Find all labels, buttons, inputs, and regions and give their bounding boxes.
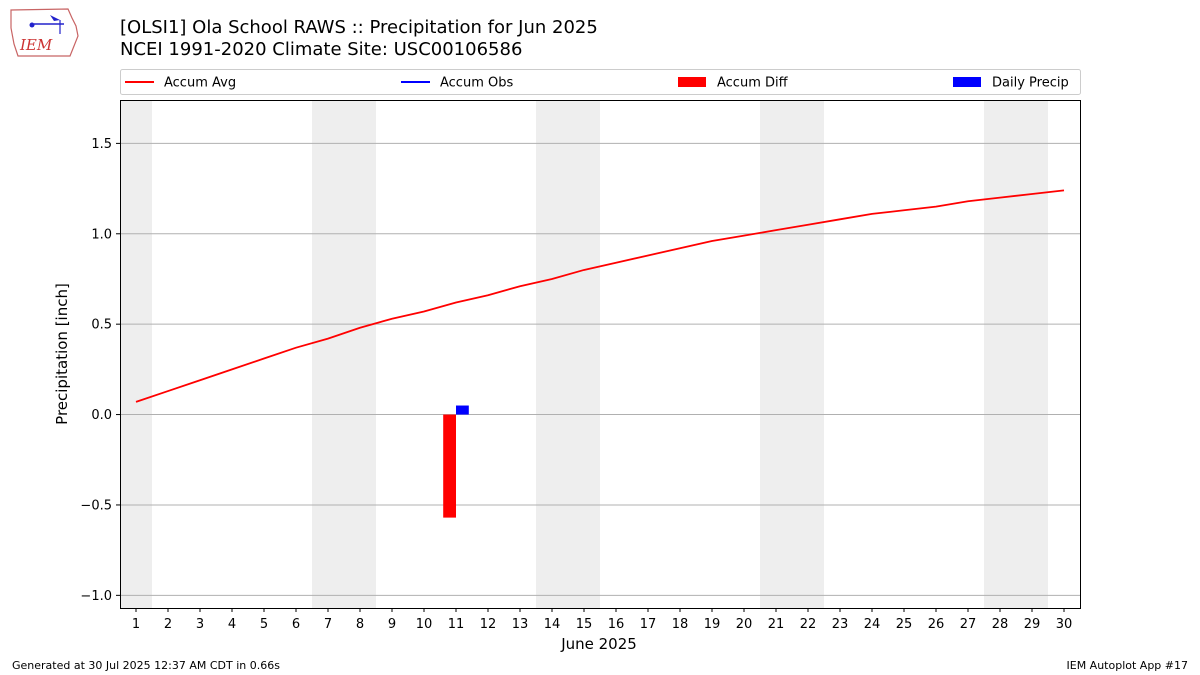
- x-tick-label: 12: [480, 617, 497, 632]
- weekend-shade-day-7: [312, 100, 344, 608]
- weekend-shade-day-21: [760, 100, 792, 608]
- x-tick-label: 4: [228, 617, 236, 632]
- x-tick-label: 6: [292, 617, 300, 632]
- x-tick-label: 2: [164, 617, 172, 632]
- x-tick-label: 3: [196, 617, 204, 632]
- x-tick-label: 23: [832, 617, 849, 632]
- app-credit: IEM Autoplot App #17: [1066, 659, 1189, 672]
- x-tick-label: 9: [388, 617, 396, 632]
- x-tick-label: 22: [800, 617, 817, 632]
- legend-label: Daily Precip: [992, 76, 1069, 91]
- weekend-shading: [120, 100, 1048, 608]
- x-tick-label: 5: [260, 617, 268, 632]
- x-tick-label: 1: [132, 617, 140, 632]
- legend-swatch-bar: [953, 77, 981, 87]
- x-tick-label: 17: [640, 617, 657, 632]
- legend-label: Accum Avg: [164, 76, 236, 91]
- bars: [443, 405, 469, 518]
- weekend-shade-day-29: [1016, 100, 1048, 608]
- x-tick-label: 21: [768, 617, 785, 632]
- gridlines: [120, 142, 1080, 596]
- x-tick-label: 14: [544, 617, 561, 632]
- weekend-shade-day-14: [536, 100, 568, 608]
- x-tick-label: 19: [704, 617, 721, 632]
- weekend-shade-day-15: [568, 100, 600, 608]
- x-tick-label: 27: [960, 617, 977, 632]
- x-tick-label: 8: [356, 617, 364, 632]
- generated-timestamp: Generated at 30 Jul 2025 12:37 AM CDT in…: [12, 659, 280, 672]
- series-lines: [135, 189, 1065, 403]
- weekend-shade-day-8: [344, 100, 376, 608]
- x-tick-label: 30: [1056, 617, 1073, 632]
- accum-avg-line: [135, 189, 1065, 403]
- y-tick-label: 1.0: [91, 227, 112, 242]
- y-tick-label: 1.5: [91, 137, 112, 152]
- x-tick-label: 28: [992, 617, 1009, 632]
- x-tick-label: 11: [448, 617, 465, 632]
- x-axis: 1 2 3 4 5 6 7 8 9 10 11 12 13 14 15 16 17 18 19 20 21 22 23 24 2…: [132, 608, 1072, 632]
- legend: Accum Avg Accum Obs Accum Diff Daily Precip: [120, 69, 1081, 95]
- x-tick-label: 29: [1024, 617, 1041, 632]
- x-tick-label: 26: [928, 617, 945, 632]
- iem-logo: IEM: [10, 8, 79, 57]
- x-tick-label: 20: [736, 617, 753, 632]
- x-tick-label: 10: [416, 617, 433, 632]
- daily-precip-bar: [456, 405, 469, 415]
- wind-vane-icon: [50, 15, 60, 21]
- weather-station-sensor: [29, 22, 35, 28]
- legend-swatch-bar: [678, 77, 706, 87]
- accum-diff-bar: [443, 414, 456, 518]
- legend-label: Accum Obs: [440, 76, 513, 91]
- logo-text: IEM: [19, 36, 53, 54]
- x-axis-label: June 2025: [560, 635, 637, 653]
- x-tick-label: 18: [672, 617, 689, 632]
- legend-box: [120, 69, 1081, 95]
- x-tick-label: 16: [608, 617, 625, 632]
- x-tick-label: 25: [896, 617, 913, 632]
- y-axis: −1.0 −0.5 0.0 0.5 1.0 1.5: [80, 137, 120, 604]
- y-axis-label: Precipitation [inch]: [53, 283, 71, 425]
- x-tick-label: 13: [512, 617, 529, 632]
- x-tick-label: 15: [576, 617, 593, 632]
- y-tick-label: −1.0: [80, 589, 112, 604]
- y-tick-label: 0.5: [91, 318, 112, 333]
- plot-frame: [120, 100, 1081, 609]
- y-tick-label: 0.0: [91, 408, 112, 423]
- weekend-shade-day-1: [120, 100, 152, 608]
- iowa-state-outline: [10, 8, 79, 57]
- chart-subtitle: NCEI 1991-2020 Climate Site: USC00106586: [120, 39, 523, 60]
- x-tick-label: 24: [864, 617, 881, 632]
- chart-title: [OLSI1] Ola School RAWS :: Precipitation…: [120, 17, 598, 38]
- y-tick-label: −0.5: [80, 498, 112, 513]
- x-tick-label: 7: [324, 617, 332, 632]
- weekend-shade-day-22: [792, 100, 824, 608]
- weekend-shade-day-28: [984, 100, 1016, 608]
- legend-label: Accum Diff: [717, 76, 789, 91]
